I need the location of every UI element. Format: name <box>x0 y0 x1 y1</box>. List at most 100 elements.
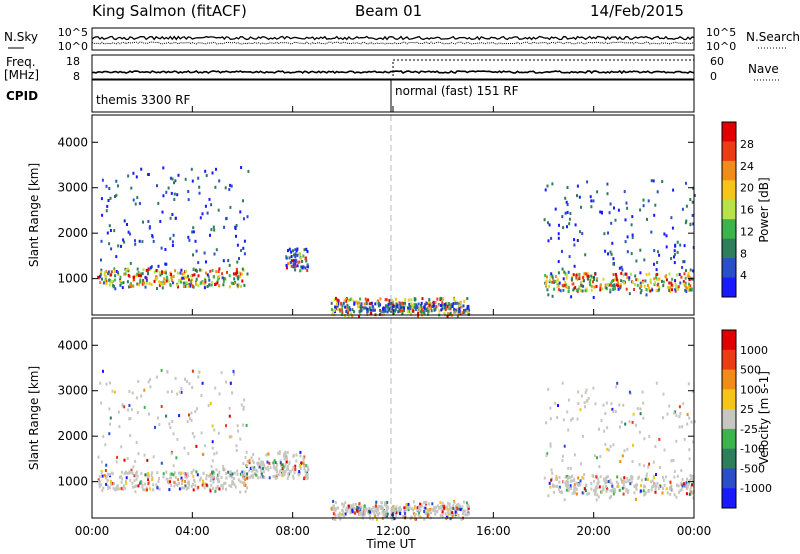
data-cell <box>102 486 105 490</box>
data-cell <box>465 501 468 505</box>
data-cell <box>133 278 135 281</box>
data-cell <box>579 479 582 483</box>
data-cell <box>690 490 693 494</box>
data-cell <box>616 278 618 282</box>
data-cell <box>683 282 686 286</box>
data-cell <box>608 211 611 215</box>
data-cell <box>349 511 352 515</box>
data-cell <box>413 506 416 510</box>
data-cell <box>165 190 168 194</box>
data-cell <box>672 188 675 192</box>
data-cell <box>109 482 112 486</box>
data-cell <box>145 268 148 272</box>
data-cell <box>654 203 657 207</box>
data-cell <box>447 511 450 514</box>
colorbar-tick-label: -25 <box>740 423 758 436</box>
data-cell <box>620 279 623 283</box>
data-cell <box>107 484 109 488</box>
data-cell <box>100 197 103 201</box>
data-cell <box>134 490 137 494</box>
data-cell <box>229 470 232 474</box>
data-cell <box>590 199 593 203</box>
data-cell <box>199 281 202 285</box>
data-cell <box>169 480 172 484</box>
data-cell <box>183 276 185 280</box>
data-cell <box>134 274 137 278</box>
data-cell <box>149 385 152 389</box>
data-cell <box>242 407 245 411</box>
data-cell <box>648 272 651 276</box>
data-cell <box>645 472 648 476</box>
data-cell <box>576 239 579 242</box>
data-cell <box>449 512 452 516</box>
data-cell <box>352 299 355 303</box>
data-cell <box>393 509 396 513</box>
data-cell <box>246 459 249 463</box>
data-cell <box>645 293 648 297</box>
data-cell <box>419 505 422 509</box>
data-cell <box>190 484 193 488</box>
data-cell <box>578 195 581 199</box>
data-cell <box>548 284 551 288</box>
data-cell <box>547 387 550 391</box>
data-cell <box>173 471 176 475</box>
data-cell <box>161 286 164 290</box>
data-cell <box>123 458 126 462</box>
colorbar-tick-label: 500 <box>740 364 761 377</box>
data-cell <box>565 488 568 492</box>
data-cell <box>359 312 362 316</box>
data-cell <box>458 308 461 312</box>
data-cell <box>388 299 391 303</box>
data-cell <box>251 466 254 470</box>
data-cell <box>253 466 256 470</box>
data-cell <box>548 223 551 227</box>
data-cell <box>283 465 286 469</box>
data-cell <box>305 247 308 251</box>
data-cell <box>120 281 123 285</box>
data-cell <box>330 301 333 305</box>
summary-traces <box>91 35 695 76</box>
cpid-label: CPID <box>6 89 38 103</box>
data-cell <box>646 217 648 221</box>
data-cell <box>577 288 579 292</box>
data-cell <box>216 485 219 489</box>
data-cell <box>642 198 645 202</box>
data-cell <box>258 465 261 469</box>
data-cell <box>364 306 367 310</box>
data-cell <box>440 304 442 307</box>
data-cell <box>573 490 576 494</box>
data-cell <box>674 243 677 247</box>
data-cell <box>135 470 138 474</box>
data-cell <box>555 475 558 479</box>
data-cell <box>394 308 397 311</box>
data-cell <box>689 276 692 280</box>
data-cell <box>116 455 119 459</box>
data-cell <box>625 272 628 276</box>
data-cell <box>147 482 150 486</box>
data-cell <box>209 479 212 483</box>
data-cell <box>448 504 451 508</box>
data-cell <box>603 232 606 236</box>
data-cell <box>225 487 227 491</box>
data-cell <box>622 273 625 277</box>
data-cell <box>467 304 470 308</box>
data-cell <box>460 507 463 511</box>
data-cell <box>658 485 661 489</box>
data-cell <box>334 501 337 504</box>
data-cell <box>220 476 223 479</box>
data-cell <box>184 475 187 479</box>
power-ylabel: Slant Range [km] <box>27 163 41 267</box>
data-cell <box>439 513 442 517</box>
data-cell <box>544 188 547 192</box>
data-cell <box>239 480 242 484</box>
data-cell <box>654 490 657 494</box>
data-cell <box>392 505 395 509</box>
data-cell <box>401 312 404 316</box>
data-cell <box>628 478 631 482</box>
nsearch-label: N.Search <box>746 30 800 44</box>
data-cell <box>198 268 201 272</box>
data-cell <box>294 468 297 471</box>
data-cell <box>287 474 290 478</box>
data-cell <box>611 489 614 493</box>
data-cell <box>632 281 634 285</box>
